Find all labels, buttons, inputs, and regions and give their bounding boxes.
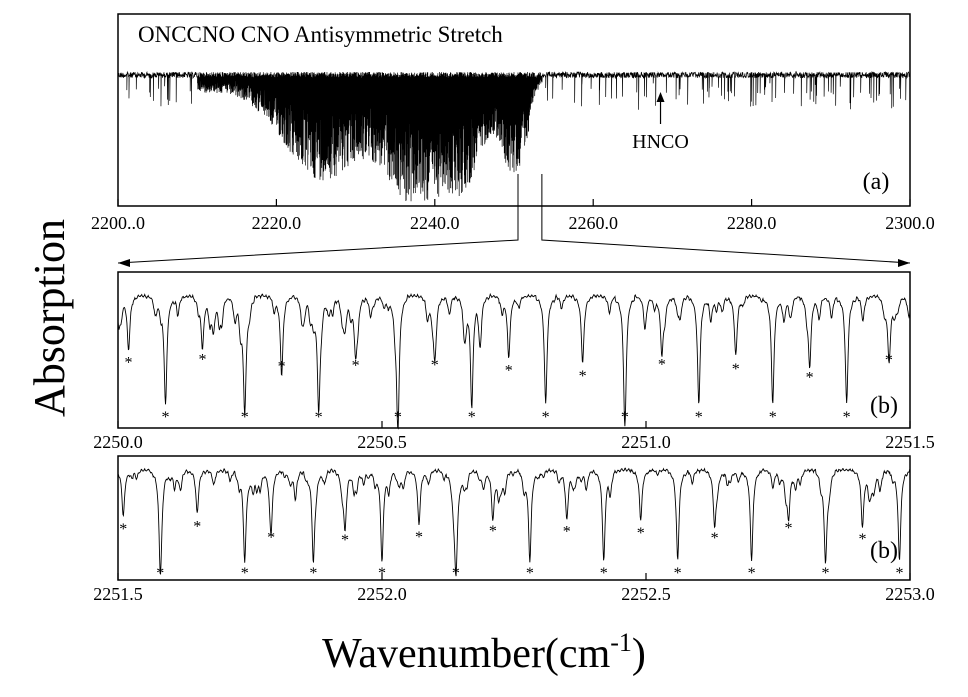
panel-a-tick-label: 2200..0: [91, 213, 145, 233]
panel-b-upper-star-marker: *: [769, 409, 777, 426]
hnco-annotation: HNCO: [632, 131, 689, 153]
panel-b-lower-label: (b): [870, 538, 898, 564]
panel-a-tick-label: 2300.0: [885, 213, 935, 233]
panel-b-upper-star-marker: *: [278, 358, 286, 375]
panel-b-lower-tick-label: 2253.0: [885, 584, 935, 604]
x-axis-label: Wavenumber(cm-1): [322, 628, 646, 677]
panel-b-upper-star-marker: *: [732, 361, 740, 378]
panel-b-lower-star-marker: *: [858, 531, 866, 548]
panel-b-upper-star-marker: *: [198, 352, 206, 369]
panel-b-lower-star-marker: *: [489, 523, 497, 540]
panel-b-lower: ********************** 2251.52252.02252.…: [93, 455, 935, 604]
hnco-arrow-head: [656, 92, 665, 102]
panel-b-upper-tick-label: 2250.5: [357, 432, 407, 452]
panel-b-lower-tick-label: 2252.0: [357, 584, 407, 604]
panel-b-upper-star-marker: *: [843, 409, 851, 426]
panel-b-upper-x-ticks: 2250.0 2250.5 2251.0 2251.5: [93, 421, 935, 452]
panel-b-lower-star-marker: *: [452, 565, 460, 582]
panel-a-tick-label: 2280.0: [727, 213, 777, 233]
panel-b-upper-star-marker: *: [695, 409, 703, 426]
panel-b-lower-star-marker: *: [711, 530, 719, 547]
panel-b-lower-star-marker: *: [415, 529, 423, 546]
panel-b-upper-star-marker: *: [579, 368, 587, 385]
panel-a-x-ticks: 2200..0 2220.0 2240.0 2260.0 2280.0 2300.0: [91, 199, 935, 233]
panel-a-label: (a): [863, 169, 890, 195]
panel-b-upper-star-marker: *: [468, 409, 476, 426]
panel-b-upper-star-marker: *: [431, 357, 439, 374]
panel-a-spectrum-trace: [117, 70, 911, 202]
panel-b-lower-star-marker: *: [822, 565, 830, 582]
panel-b-upper-tick-label: 2251.5: [885, 432, 935, 452]
panel-b-upper-star-marker: *: [542, 409, 550, 426]
panel-b-upper-frame: [117, 271, 911, 429]
panel-b-upper-spectrum-trace: [117, 292, 911, 430]
zoom-indicator: [117, 174, 911, 267]
panel-b-lower-star-marker: *: [526, 565, 534, 582]
panel-b-upper-star-markers: * * * * * * * * * * * * * * * * * * * * *: [125, 352, 893, 427]
panel-b-lower-star-marker: *: [748, 565, 756, 582]
zoom-arrow-left: [118, 259, 130, 267]
panel-a: 2200..0 2220.0 2240.0 2260.0 2280.0 2300.0 ON…: [91, 13, 935, 233]
panel-b-lower-star-marker: *: [241, 565, 249, 582]
x-axis-label-close: ): [632, 631, 646, 677]
panel-b-lower-star-marker: *: [309, 565, 317, 582]
panel-b-lower-star-marker: *: [267, 530, 275, 547]
panel-b-lower-star-marker: *: [341, 532, 349, 549]
panel-b-upper-star-marker: *: [505, 362, 513, 379]
panel-b-upper-tick-label: 2251.0: [621, 432, 671, 452]
panel-b-lower-x-ticks: 2251.5 2252.0 2252.5 2253.0: [93, 573, 935, 604]
panel-b-upper-star-marker: *: [394, 409, 402, 426]
x-axis-label-main: Wavenumber(cm: [322, 631, 610, 677]
panel-b-upper: * * * * * * * * * * * * * * * * * * * * * 2250.0 2250.5 2251.0…: [93, 271, 935, 452]
panel-b-upper-star-marker: *: [352, 357, 360, 374]
panel-b-upper-star-marker: *: [125, 355, 133, 372]
panel-b-lower-star-marker: *: [895, 565, 903, 582]
panel-a-tick-label: 2260.0: [568, 213, 618, 233]
panel-b-upper-star-marker: *: [658, 356, 666, 373]
panel-b-lower-star-marker: *: [193, 518, 201, 535]
panel-b-upper-star-marker: *: [621, 409, 629, 426]
panel-b-upper-star-marker: *: [315, 409, 323, 426]
panel-a-title: ONCCNO CNO Antisymmetric Stretch: [138, 22, 503, 47]
panel-b-lower-star-marker: *: [119, 521, 127, 538]
panel-a-tick-label: 2240.0: [410, 213, 460, 233]
panel-b-upper-label: (b): [870, 393, 898, 419]
panel-b-upper-star-marker: *: [162, 409, 170, 426]
y-axis-label: Absorption: [25, 219, 74, 417]
panel-b-upper-star-marker: *: [885, 352, 893, 369]
x-axis-label-superscript: -1: [610, 628, 632, 657]
panel-a-frame: [117, 13, 911, 207]
panel-b-upper-star-marker: *: [241, 409, 249, 426]
panel-b-upper-tick-label: 2250.0: [93, 432, 143, 452]
panel-b-lower-star-marker: *: [156, 565, 164, 582]
panel-b-upper-star-marker: *: [806, 369, 814, 386]
zoom-arrow-right: [898, 259, 910, 267]
panel-a-tick-label: 2220.0: [252, 213, 302, 233]
panel-b-lower-tick-label: 2252.5: [621, 584, 671, 604]
zoom-line-left: [117, 174, 519, 264]
panel-b-lower-star-markers: **********************: [119, 518, 903, 582]
panel-b-lower-spectrum-trace: [117, 467, 911, 577]
panel-b-lower-frame: [117, 455, 911, 581]
panel-b-lower-star-marker: *: [600, 565, 608, 582]
panel-b-lower-tick-label: 2251.5: [93, 584, 143, 604]
panel-b-lower-star-marker: *: [563, 524, 571, 541]
panel-b-lower-star-marker: *: [674, 565, 682, 582]
zoom-line-right: [541, 174, 911, 264]
panel-b-lower-star-marker: *: [637, 525, 645, 542]
panel-b-lower-star-marker: *: [785, 520, 793, 537]
